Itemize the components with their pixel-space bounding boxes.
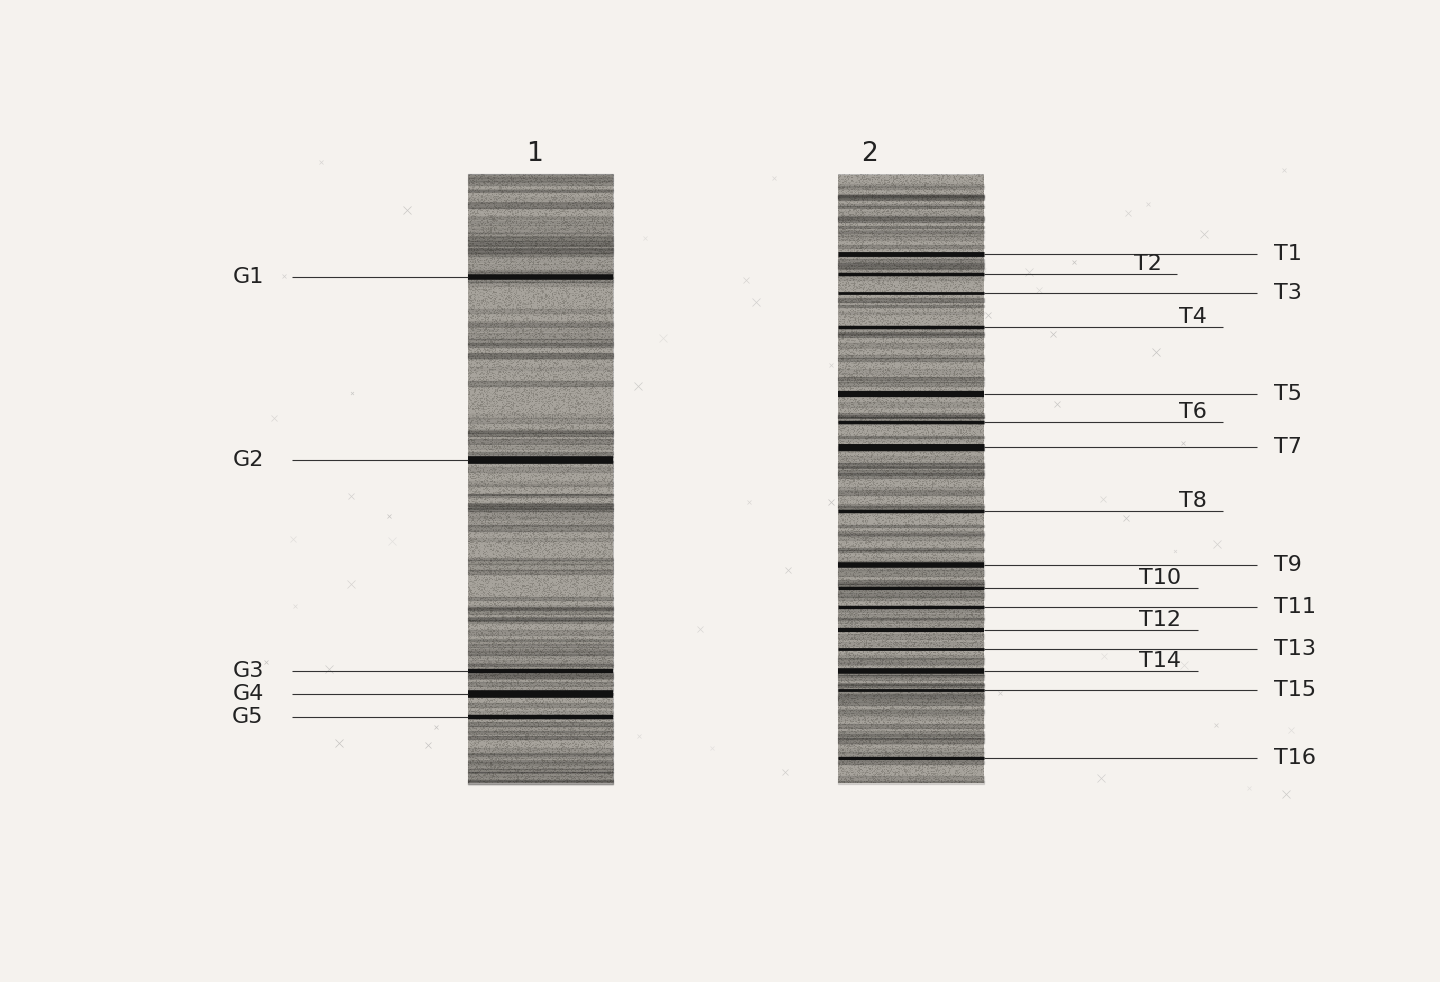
Text: T9: T9: [1274, 556, 1302, 575]
Text: T15: T15: [1274, 681, 1316, 700]
Text: T14: T14: [1139, 651, 1181, 672]
Text: T3: T3: [1274, 283, 1302, 303]
Text: T5: T5: [1274, 384, 1302, 404]
Text: G5: G5: [232, 707, 264, 727]
Text: G3: G3: [232, 661, 264, 682]
Text: T8: T8: [1179, 491, 1207, 511]
Bar: [838, 175, 984, 784]
Text: G1: G1: [232, 267, 264, 287]
Text: T1: T1: [1274, 244, 1302, 264]
Text: T6: T6: [1179, 402, 1207, 422]
Text: T10: T10: [1139, 569, 1181, 588]
Text: T7: T7: [1274, 437, 1302, 457]
Text: T2: T2: [1135, 254, 1162, 274]
Text: T4: T4: [1179, 307, 1207, 327]
Text: 1: 1: [527, 141, 543, 167]
Text: 2: 2: [861, 141, 878, 167]
Text: T11: T11: [1274, 597, 1316, 617]
Text: G4: G4: [232, 684, 264, 704]
Text: T16: T16: [1274, 748, 1316, 768]
Text: G2: G2: [232, 450, 264, 469]
Bar: [468, 175, 613, 784]
Text: T13: T13: [1274, 639, 1316, 659]
Text: T12: T12: [1139, 610, 1181, 629]
